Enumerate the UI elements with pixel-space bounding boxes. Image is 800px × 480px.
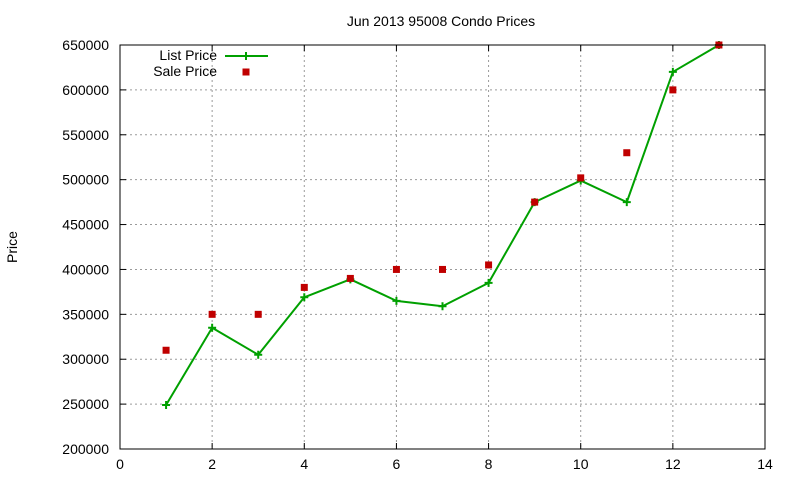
sale-price-point	[669, 86, 677, 94]
y-tick-label: 350000	[62, 306, 109, 322]
x-tick-label: 6	[393, 456, 401, 472]
list-price-point	[300, 293, 309, 302]
list-price-point	[668, 67, 677, 76]
grid-lines	[120, 45, 765, 449]
sale-price-point	[254, 310, 262, 318]
axis-ticks: 0 2 4 6 8 10 12 14 200000 250000 300000 350000 40000…	[62, 37, 773, 472]
list-price-point	[438, 302, 447, 311]
x-tick-label: 4	[300, 456, 308, 472]
sale-price-point	[623, 149, 631, 157]
chart-title: Jun 2013 95008 Condo Prices	[347, 13, 535, 29]
y-tick-label: 200000	[62, 441, 109, 457]
x-tick-label: 8	[485, 456, 493, 472]
list-price-point	[162, 401, 171, 410]
sale-price-point	[208, 310, 216, 318]
y-tick-label: 250000	[62, 396, 109, 412]
plot-frame	[119, 44, 766, 450]
x-tick-label: 14	[757, 456, 773, 472]
x-tick-label: 0	[116, 456, 124, 472]
legend-marker-list-price	[242, 52, 250, 60]
sale-price-point	[162, 346, 170, 354]
y-tick-label: 550000	[62, 127, 109, 143]
sale-price-point	[439, 265, 446, 273]
y-tick-label: 650000	[62, 37, 109, 53]
x-tick-label: 10	[573, 456, 589, 472]
y-tick-label: 300000	[62, 351, 109, 367]
y-tick-label: 500000	[62, 172, 109, 188]
list-price-point	[392, 296, 401, 305]
legend-marker-sale-price	[242, 68, 250, 76]
legend: List Price Sale Price	[153, 47, 268, 79]
list-price-point	[622, 198, 631, 207]
sale-price-point	[300, 283, 308, 291]
legend-label-list-price: List Price	[159, 47, 217, 63]
y-tick-label: 450000	[62, 217, 109, 233]
list-price-point	[484, 278, 493, 287]
sale-price-point	[346, 274, 354, 282]
legend-marks	[225, 52, 268, 76]
y-tick-label: 600000	[62, 82, 109, 98]
sale-price-point	[392, 265, 400, 273]
legend-label-sale-price: Sale Price	[153, 63, 217, 79]
y-axis-label: Price	[4, 231, 20, 263]
y-tick-label: 400000	[62, 261, 109, 277]
x-tick-label: 2	[208, 456, 216, 472]
list-price-point	[254, 350, 263, 359]
sale-price-point	[531, 198, 539, 206]
list-price-point	[208, 323, 217, 332]
x-tick-label: 12	[665, 456, 681, 472]
sale-price-point	[485, 261, 493, 269]
sale-price-point	[577, 174, 585, 182]
